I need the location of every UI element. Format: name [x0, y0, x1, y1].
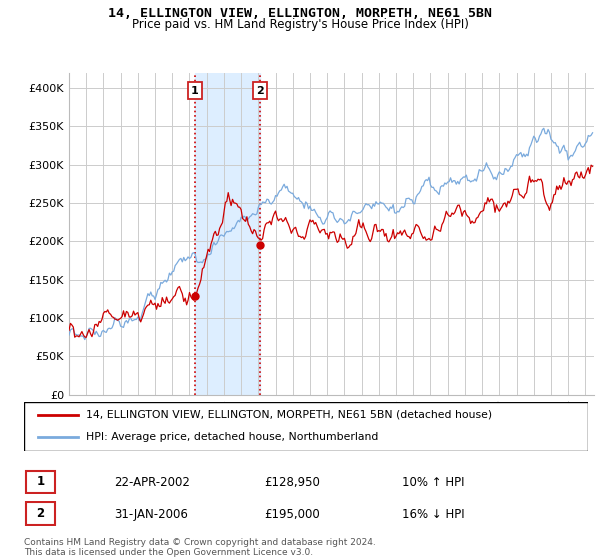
Text: 14, ELLINGTON VIEW, ELLINGTON, MORPETH, NE61 5BN (detached house): 14, ELLINGTON VIEW, ELLINGTON, MORPETH, … [86, 410, 492, 420]
Text: 14, ELLINGTON VIEW, ELLINGTON, MORPETH, NE61 5BN: 14, ELLINGTON VIEW, ELLINGTON, MORPETH, … [108, 7, 492, 20]
Text: 1: 1 [191, 86, 199, 96]
Text: 16% ↓ HPI: 16% ↓ HPI [402, 507, 464, 521]
Text: £195,000: £195,000 [264, 507, 320, 521]
Text: 2: 2 [256, 86, 263, 96]
Text: 31-JAN-2006: 31-JAN-2006 [114, 507, 188, 521]
Text: 22-APR-2002: 22-APR-2002 [114, 475, 190, 489]
Text: £128,950: £128,950 [264, 475, 320, 489]
Text: Price paid vs. HM Land Registry's House Price Index (HPI): Price paid vs. HM Land Registry's House … [131, 18, 469, 31]
Text: Contains HM Land Registry data © Crown copyright and database right 2024.
This d: Contains HM Land Registry data © Crown c… [24, 538, 376, 557]
Text: HPI: Average price, detached house, Northumberland: HPI: Average price, detached house, Nort… [86, 432, 379, 442]
Bar [195, 73, 260, 395]
Text: 1: 1 [37, 475, 44, 488]
Text: 2: 2 [37, 507, 44, 520]
Text: 10% ↑ HPI: 10% ↑ HPI [402, 475, 464, 489]
